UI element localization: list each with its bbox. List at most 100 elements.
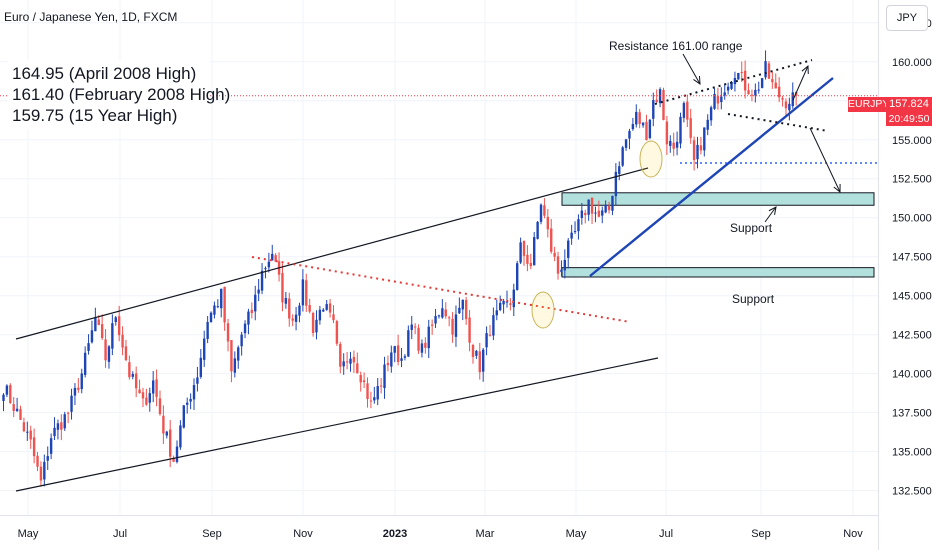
candle-body: [464, 299, 468, 320]
candle-body: [563, 259, 567, 271]
candle-body: [90, 330, 94, 343]
candle-body: [539, 204, 543, 222]
candle-body: [182, 405, 186, 428]
candle-body: [206, 321, 209, 339]
candle-body: [80, 373, 83, 390]
candle-body: [543, 205, 546, 216]
candle-body: [5, 385, 9, 395]
breakout-circle-lower: [531, 291, 555, 329]
candle-body: [213, 305, 216, 315]
candle-body: [400, 358, 403, 361]
candle-body: [641, 122, 645, 126]
candle-body: [100, 324, 104, 339]
candle-body: [56, 423, 60, 430]
candle-body: [247, 311, 250, 325]
candle-body: [158, 398, 162, 415]
candle-body: [77, 387, 80, 390]
y-tick-label: 135.000: [892, 447, 932, 459]
candle-body: [151, 380, 155, 394]
candle-body: [747, 90, 750, 95]
candle-body: [240, 334, 243, 347]
candle-body: [550, 228, 553, 252]
candle-body: [339, 343, 342, 367]
candle-body: [111, 323, 114, 349]
candle-body: [458, 307, 461, 314]
candle-body: [390, 352, 393, 367]
candle-body: [584, 212, 587, 216]
candle-body: [39, 466, 43, 481]
candle-body: [618, 166, 621, 174]
candle-body: [624, 139, 628, 148]
y-tick-label: 137.500: [892, 408, 932, 420]
note-april-2008-high: 164.95 (April 2008 High): [12, 64, 197, 83]
candle-body: [516, 263, 519, 290]
resistance-label-arrow-head: [693, 75, 701, 86]
y-tick-label: 132.500: [892, 486, 932, 498]
candle-body: [512, 289, 515, 308]
candle-body: [478, 351, 481, 373]
candle-body: [720, 96, 723, 103]
candle-body: [788, 103, 791, 111]
candle-body: [179, 425, 182, 448]
resistance-label: Resistance 161.00 range: [609, 39, 743, 53]
candle-body: [587, 199, 590, 215]
candle-body: [117, 316, 121, 336]
candle-body: [250, 309, 254, 314]
candle-body: [665, 121, 669, 145]
candle-body: [594, 212, 597, 214]
candle-body: [97, 319, 100, 326]
candle-body: [475, 350, 478, 356]
candle-body: [413, 326, 417, 328]
candle-body: [567, 240, 570, 258]
candle-body: [186, 402, 189, 405]
candle-body: [777, 86, 781, 98]
candle-body: [471, 345, 475, 357]
resistance-trendline: [251, 256, 631, 323]
currency-button[interactable]: JPY: [886, 5, 928, 31]
candle-body: [481, 349, 485, 372]
candle-body: [32, 437, 36, 457]
candle-body: [771, 78, 774, 83]
price-tag: EURJPY 157.824 20:49:50: [848, 97, 932, 127]
candle-body: [652, 100, 655, 119]
candle-body: [257, 289, 260, 294]
candle-body: [376, 386, 379, 400]
candle-body: [767, 63, 771, 79]
candle-body: [505, 301, 509, 303]
candle-body: [60, 422, 63, 430]
candle-body: [754, 89, 757, 96]
candle-body: [396, 345, 400, 363]
candle-body: [12, 404, 15, 412]
candle-body: [230, 340, 233, 372]
candle-body: [764, 61, 767, 78]
candle-body: [393, 346, 396, 353]
candle-body: [298, 305, 301, 316]
candle-body: [284, 298, 288, 304]
candle-body: [114, 317, 117, 323]
y-tick-label: 150.000: [892, 213, 932, 225]
candle-body: [784, 101, 788, 109]
candle-body: [597, 210, 601, 217]
candle-body: [713, 93, 716, 109]
candle-body: [774, 82, 777, 89]
candle-body: [502, 300, 505, 305]
candle-body: [83, 352, 87, 375]
breakout-up-arrow: [792, 65, 809, 101]
candle-body: [628, 130, 631, 139]
candle-body: [373, 397, 376, 401]
candle-body: [454, 314, 458, 337]
candle-body: [556, 256, 560, 274]
y-tick-label: 145.000: [892, 291, 932, 303]
candle-body: [26, 431, 29, 433]
candle-body: [66, 412, 70, 414]
candle-body: [519, 242, 522, 263]
candle-body: [437, 315, 441, 317]
candle-body: [148, 393, 151, 403]
candle-body: [434, 316, 437, 324]
candle-body: [709, 107, 713, 121]
candle-body: [417, 327, 420, 351]
candle-body: [349, 358, 352, 364]
candle-body: [604, 204, 607, 213]
candle-body: [332, 314, 335, 321]
candle-body: [131, 373, 134, 377]
